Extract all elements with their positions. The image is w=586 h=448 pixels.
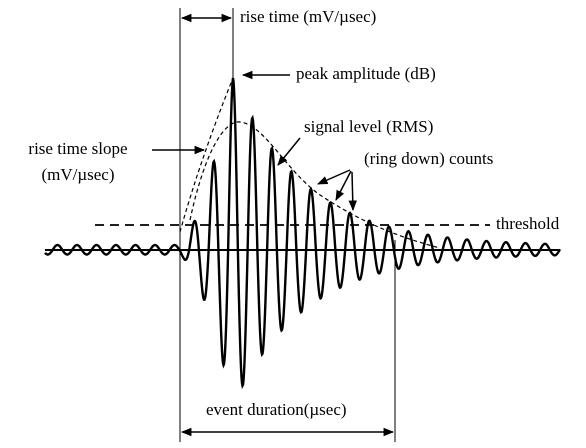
rise-time-slope-label: (mV/µsec) xyxy=(41,165,114,184)
rms-envelope xyxy=(189,121,441,249)
signal-level-label: signal level (RMS) xyxy=(304,117,433,136)
counts-arrow xyxy=(335,170,352,201)
event-duration-label: event duration(µsec) xyxy=(206,400,347,419)
threshold-label: threshold xyxy=(496,214,560,233)
rise-envelope xyxy=(179,77,234,233)
peak-amplitude-label: peak amplitude (dB) xyxy=(296,64,436,83)
rms-arrow xyxy=(277,137,301,166)
counts-arrow xyxy=(348,171,357,212)
counts-label: (ring down) counts xyxy=(364,149,493,168)
waveform xyxy=(44,77,562,390)
rise-time-slope-label: rise time slope xyxy=(28,139,127,158)
counts-arrow xyxy=(317,169,351,185)
rise-time-label: rise time (mV/µsec) xyxy=(240,7,376,26)
